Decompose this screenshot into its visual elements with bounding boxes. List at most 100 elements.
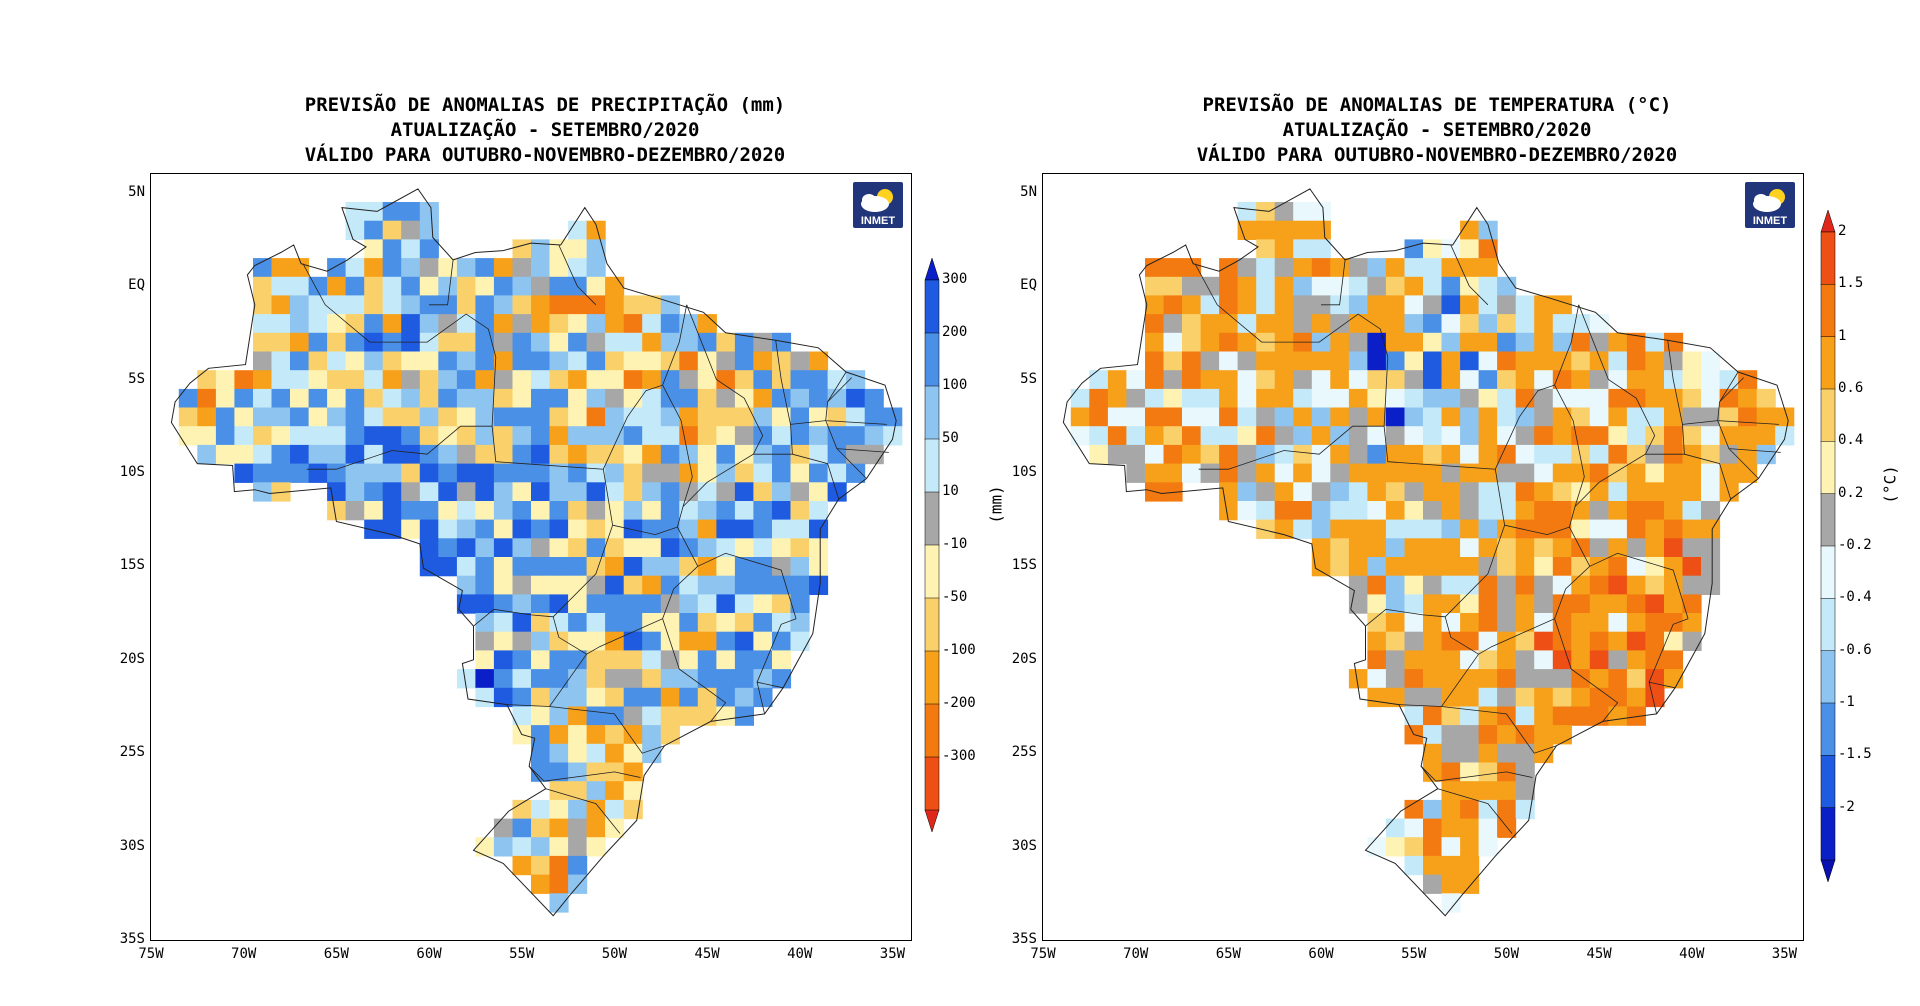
grid-cell bbox=[1311, 538, 1331, 558]
grid-cell bbox=[716, 351, 736, 371]
grid-cell bbox=[1107, 388, 1127, 409]
grid-cell bbox=[512, 295, 532, 315]
grid-cell bbox=[1460, 557, 1480, 577]
grid-cell bbox=[697, 501, 717, 521]
grid-cell bbox=[679, 332, 699, 353]
grid-cell bbox=[1515, 426, 1535, 446]
colorbar-level-label: 200 bbox=[942, 324, 968, 340]
colorbar-level-label: 1.5 bbox=[1838, 275, 1864, 292]
grid-cell bbox=[1441, 743, 1461, 764]
grid-cell bbox=[734, 613, 754, 633]
grid-cell bbox=[1385, 837, 1405, 857]
grid-cell bbox=[623, 557, 643, 577]
grid-cell bbox=[1497, 706, 1517, 726]
grid-cell bbox=[790, 370, 810, 390]
grid-cell bbox=[1256, 444, 1276, 465]
grid-cell bbox=[512, 463, 532, 483]
grid-cell bbox=[1626, 669, 1646, 689]
grid-cell bbox=[531, 650, 551, 670]
grid-cell bbox=[475, 837, 495, 857]
grid-cell bbox=[1126, 426, 1146, 446]
colorbar-level-label: -300 bbox=[942, 748, 976, 764]
grid-cell bbox=[1163, 295, 1183, 315]
grid-cell bbox=[864, 388, 884, 409]
grid-cell bbox=[753, 631, 773, 651]
grid-cell bbox=[1311, 276, 1331, 297]
grid-cell bbox=[697, 314, 717, 334]
grid-cell bbox=[1274, 463, 1294, 483]
grid-cell bbox=[401, 314, 421, 334]
grid-cell bbox=[642, 687, 662, 708]
colorbar-segment bbox=[924, 650, 940, 705]
latitude-tick-label: 5N bbox=[1020, 183, 1037, 200]
grid-cell bbox=[1348, 295, 1368, 315]
grid-cell bbox=[531, 501, 551, 521]
grid-cell bbox=[1385, 351, 1405, 371]
grid-cell bbox=[642, 463, 662, 483]
grid-cell bbox=[623, 314, 643, 334]
grid-cell bbox=[401, 519, 421, 539]
grid-cell bbox=[1515, 781, 1535, 801]
grid-cell bbox=[642, 613, 662, 633]
grid-cell bbox=[475, 314, 495, 334]
grid-cell bbox=[1404, 613, 1424, 633]
grid-cell bbox=[549, 706, 569, 726]
grid-cell bbox=[568, 781, 588, 801]
grid-cell bbox=[716, 482, 736, 502]
colorbar-segment bbox=[1820, 807, 1836, 861]
grid-cell bbox=[716, 706, 736, 726]
grid-cell bbox=[1701, 370, 1721, 390]
grid-cell bbox=[1738, 370, 1758, 390]
grid-cell bbox=[1311, 501, 1331, 521]
grid-cell bbox=[1682, 426, 1702, 446]
grid-cell bbox=[382, 220, 402, 240]
grid-cell bbox=[1478, 687, 1498, 708]
state-border bbox=[302, 263, 497, 358]
grid-cell bbox=[1070, 407, 1090, 427]
grid-cell bbox=[809, 557, 829, 577]
grid-cell bbox=[1163, 314, 1183, 334]
grid-cell bbox=[1645, 407, 1665, 427]
grid-cell bbox=[493, 575, 513, 595]
grid-cell bbox=[197, 370, 217, 390]
grid-cell bbox=[734, 332, 754, 353]
grid-cell bbox=[827, 370, 847, 390]
grid-cell bbox=[1367, 463, 1387, 483]
grid-cell bbox=[1626, 631, 1646, 651]
grid-cell bbox=[549, 426, 569, 446]
grid-cell bbox=[271, 370, 291, 390]
grid-cell bbox=[1664, 407, 1684, 427]
grid-cell bbox=[679, 463, 699, 483]
grid-cell bbox=[1274, 519, 1294, 539]
grid-cell bbox=[716, 519, 736, 539]
grid-cell bbox=[493, 538, 513, 558]
grid-cell bbox=[568, 426, 588, 446]
grid-cell bbox=[1608, 706, 1628, 726]
grid-cell bbox=[1515, 706, 1535, 726]
grid-cell bbox=[642, 538, 662, 558]
grid-cell bbox=[1589, 538, 1609, 558]
grid-cell bbox=[697, 538, 717, 558]
colorbar-level-label: 0.6 bbox=[1838, 380, 1864, 396]
grid-cell bbox=[1404, 444, 1424, 465]
grid-cell bbox=[716, 501, 736, 521]
grid-cell bbox=[327, 426, 347, 446]
grid-cell bbox=[1664, 631, 1684, 651]
grid-cell bbox=[1423, 314, 1443, 334]
grid-cell bbox=[197, 426, 217, 446]
grid-cell bbox=[1367, 837, 1387, 857]
grid-cell bbox=[401, 202, 421, 222]
latitude-tick-label: 15S bbox=[1011, 557, 1037, 574]
grid-cell bbox=[1534, 575, 1554, 595]
grid-cell bbox=[456, 557, 476, 577]
grid-cell bbox=[234, 426, 254, 446]
grid-cell bbox=[697, 631, 717, 651]
grid-cell bbox=[753, 650, 773, 670]
grid-cell bbox=[1515, 407, 1535, 427]
grid-cell bbox=[1219, 258, 1239, 278]
grid-cell bbox=[623, 482, 643, 502]
grid-cell bbox=[568, 575, 588, 595]
grid-cell bbox=[1682, 538, 1702, 558]
grid-cell bbox=[512, 370, 532, 390]
grid-cell bbox=[716, 650, 736, 670]
